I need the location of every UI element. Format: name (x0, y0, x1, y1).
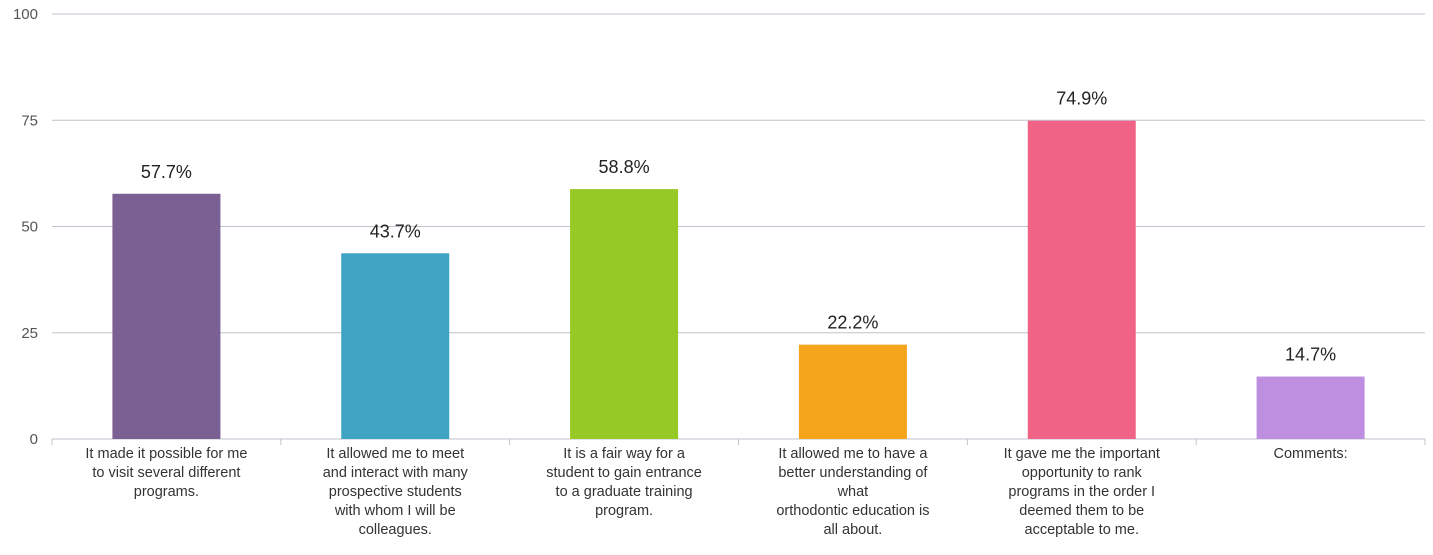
x-category-label-line: and interact with many (322, 465, 468, 481)
x-category-label: It gave me the important opportunity to r… (972, 445, 1192, 540)
x-category-label-line: what (837, 484, 869, 500)
gridlines (52, 13, 1425, 440)
y-tick-label: 0 (30, 431, 38, 448)
x-category-label-line: with whom I will be (334, 503, 456, 519)
data-label: 58.8% (599, 157, 650, 177)
bar (570, 189, 679, 439)
x-category-label-line: all about. (823, 522, 883, 538)
x-category-label-line: orthodontic education is (776, 503, 930, 519)
x-category-label-line: to visit several different (92, 465, 241, 481)
data-label: 43.7% (370, 221, 421, 241)
x-category-label: It allowed me to have a better understand… (743, 445, 963, 540)
x-category-label: It allowed me to meet and interact with m… (285, 445, 505, 540)
x-category-label-line: to a graduate training (555, 484, 693, 500)
bars (112, 120, 1365, 440)
y-tick-label: 100 (13, 6, 38, 23)
bar (341, 253, 450, 439)
x-category-label-line: It allowed me to meet (326, 446, 465, 462)
x-category-label-line: program. (595, 503, 654, 519)
x-category-label: Comments: (1201, 445, 1421, 464)
y-tick-label: 25 (21, 325, 38, 342)
x-category-label-line: student to gain entrance (546, 465, 702, 481)
x-category-label-line: programs in the order I (1008, 484, 1156, 500)
x-category-label-line: prospective students (328, 484, 462, 500)
data-label: 14.7% (1285, 345, 1336, 365)
y-tick-label: 75 (21, 112, 38, 129)
x-category-label-line: opportunity to rank (1021, 465, 1142, 481)
x-category-label-line: It is a fair way for a (563, 446, 685, 462)
x-category-label-line: better understanding of (778, 465, 928, 481)
data-label: 57.7% (141, 162, 192, 182)
data-label: 74.9% (1056, 89, 1107, 109)
y-axis-ticks: 0 25 50 75 100 (13, 6, 38, 448)
x-category-label-line: colleagues. (358, 522, 432, 538)
x-category-label-line: Comments: (1273, 446, 1348, 462)
x-category-label-line: programs. (133, 484, 200, 500)
data-label: 22.2% (827, 313, 878, 333)
x-category-label: It is a fair way for a student to gain en… (514, 445, 734, 521)
x-category-label-line: deemed them to be (1019, 503, 1145, 519)
x-axis-separators (51, 439, 1426, 445)
x-category-label-line: It made it possible for me (85, 446, 248, 462)
data-labels: 57.7% 43.7% 58.8% 22.2% 74.9% 14.7% (141, 89, 1336, 365)
y-tick-label: 50 (21, 219, 38, 236)
x-category-label-line: It gave me the important (1003, 446, 1160, 462)
bar (798, 344, 907, 439)
bar (1027, 120, 1136, 440)
x-category-label: It made it possible for me to visit sever… (56, 445, 276, 502)
bar (1256, 376, 1365, 439)
x-category-label-line: acceptable to me. (1024, 522, 1139, 538)
x-category-label-line: It allowed me to have a (778, 446, 928, 462)
bar (112, 193, 221, 439)
